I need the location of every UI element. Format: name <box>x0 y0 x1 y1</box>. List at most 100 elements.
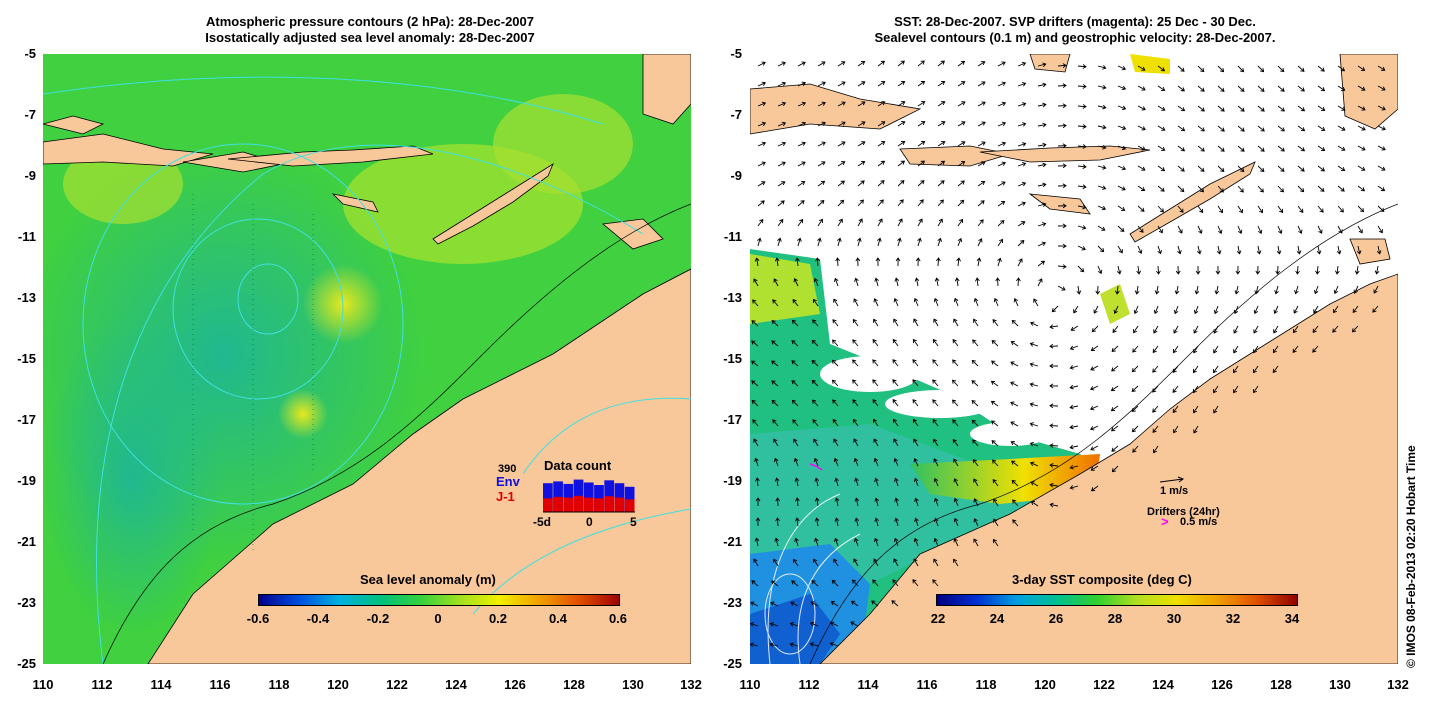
velocity-arrow <box>1057 103 1067 109</box>
velocity-arrow <box>1194 285 1200 295</box>
velocity-arrow <box>834 477 839 487</box>
velocity-arrow <box>1192 385 1199 394</box>
velocity-arrow <box>1154 285 1160 295</box>
sst-cbar-tick: 30 <box>1166 611 1182 626</box>
velocity-arrow <box>952 359 959 367</box>
velocity-arrow <box>1077 84 1087 89</box>
velocity-arrow <box>1029 441 1039 447</box>
velocity-arrow <box>912 579 919 587</box>
velocity-arrow <box>1117 65 1127 71</box>
velocity-arrow <box>1333 305 1339 314</box>
velocity-arrow <box>953 558 959 567</box>
velocity-arrow <box>1233 305 1239 315</box>
velocity-arrow <box>1274 285 1279 295</box>
velocity-arrow <box>953 478 959 487</box>
velocity-arrow <box>789 642 799 647</box>
velocity-arrow <box>1177 125 1186 132</box>
velocity-arrow <box>837 121 846 127</box>
velocity-arrow <box>855 257 861 267</box>
velocity-arrow <box>751 340 759 347</box>
velocity-arrow <box>1213 365 1219 374</box>
velocity-arrow <box>1317 125 1326 131</box>
velocity-arrow <box>973 297 979 307</box>
velocity-arrow <box>1317 85 1326 92</box>
velocity-arrow <box>1277 225 1283 235</box>
velocity-arrow <box>917 60 925 67</box>
velocity-arrow <box>912 418 919 427</box>
velocity-arrow <box>1110 425 1119 432</box>
velocity-arrow <box>812 419 819 427</box>
velocity-arrow <box>1077 64 1087 69</box>
velocity-arrow <box>1077 104 1087 109</box>
velocity-arrow <box>897 141 906 147</box>
sst-colorbar <box>936 594 1298 606</box>
velocity-arrow <box>1377 85 1386 91</box>
velocity-arrow <box>1010 361 1019 367</box>
velocity-arrow <box>1090 385 1099 391</box>
velocity-arrow <box>1017 239 1025 247</box>
lon-tick: 124 <box>1152 677 1174 692</box>
velocity-arrow <box>1017 162 1027 167</box>
velocity-arrow <box>1257 65 1265 73</box>
velocity-arrow <box>837 180 845 187</box>
j1-count-bar <box>583 497 594 512</box>
velocity-arrow <box>1317 185 1325 192</box>
velocity-arrow <box>1091 325 1099 333</box>
velocity-arrow <box>976 257 982 267</box>
velocity-arrow <box>917 237 922 247</box>
velocity-arrow <box>1353 285 1359 294</box>
velocity-arrow <box>757 81 767 87</box>
velocity-arrow <box>1277 125 1285 132</box>
velocity-arrow <box>977 200 985 207</box>
lat-tick: -21 <box>17 534 36 549</box>
velocity-arrow <box>993 498 999 507</box>
velocity-arrow <box>972 339 979 347</box>
velocity-arrow <box>832 418 839 427</box>
velocity-arrow <box>1037 241 1047 247</box>
velocity-arrow <box>1069 404 1079 410</box>
velocity-arrow <box>973 478 979 487</box>
lon-tick: 122 <box>386 677 408 692</box>
velocity-arrow <box>932 338 939 347</box>
j1-count-bar <box>563 497 574 512</box>
velocity-arrow <box>892 359 899 367</box>
velocity-arrow <box>953 318 959 327</box>
velocity-arrow <box>912 379 919 387</box>
velocity-arrow <box>850 621 859 627</box>
velocity-arrow <box>1277 205 1284 214</box>
sst-cbar-tick: 32 <box>1225 611 1241 626</box>
velocity-arrow <box>893 457 899 467</box>
velocity-arrow <box>873 318 879 327</box>
velocity-arrow <box>1292 345 1299 353</box>
velocity-arrow <box>1237 185 1244 193</box>
velocity-arrow <box>857 101 866 107</box>
velocity-arrow <box>754 257 760 267</box>
j1-count-bar <box>594 498 604 512</box>
velocity-arrow <box>1217 145 1225 152</box>
data-count-tick-end: 5 <box>630 515 637 529</box>
velocity-arrow <box>997 161 1006 167</box>
velocity-arrow <box>1377 225 1383 234</box>
velocity-arrow <box>837 161 846 167</box>
velocity-arrow <box>753 558 759 567</box>
velocity-arrow <box>831 359 839 367</box>
velocity-arrow <box>1049 502 1059 508</box>
velocity-arrow <box>1049 343 1059 349</box>
velocity-arrow <box>751 380 759 387</box>
velocity-arrow <box>1337 125 1346 131</box>
lat-tick: -13 <box>17 290 36 305</box>
velocity-arrow <box>1010 441 1019 447</box>
left-title-line2: Isostatically adjusted sea level anomaly… <box>205 30 535 45</box>
velocity-arrow <box>814 537 819 547</box>
velocity-arrow <box>1374 265 1380 275</box>
velocity-arrow <box>877 60 886 67</box>
velocity-arrow <box>932 359 939 367</box>
velocity-arrow <box>812 319 819 327</box>
velocity-arrow <box>1316 245 1322 255</box>
velocity-arrow <box>893 418 899 427</box>
velocity-arrow <box>1037 102 1047 108</box>
velocity-arrow <box>877 101 886 107</box>
velocity-arrow <box>1217 165 1225 173</box>
j1-count-bar <box>604 496 615 512</box>
lon-tick: 110 <box>739 677 761 692</box>
